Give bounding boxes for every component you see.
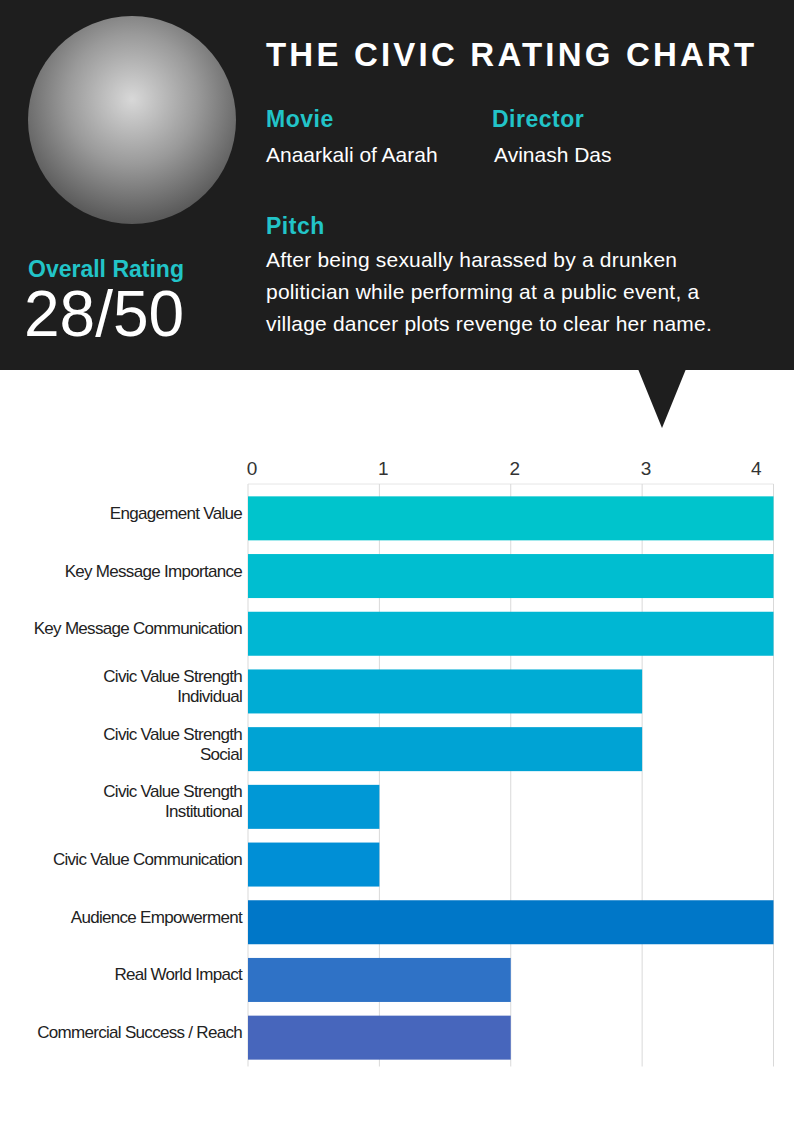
category-label: Audience Empowerment xyxy=(71,908,243,927)
bar xyxy=(248,554,774,598)
category-line: Key Message Communication xyxy=(34,619,243,638)
bar xyxy=(248,612,774,656)
director: Avinash Das xyxy=(494,143,612,167)
chart: 0 1 2 3 4 Engagement Value Key Message Importa… xyxy=(0,0,794,1123)
category-label: Commercial Success / Reach xyxy=(37,1023,242,1042)
pitch-label: Pitch xyxy=(266,213,325,240)
bar xyxy=(248,900,774,944)
pointer xyxy=(638,369,686,428)
bar xyxy=(248,958,511,1002)
bar xyxy=(248,669,642,713)
movie-label: Movie xyxy=(266,106,334,133)
header: THE CIVIC RATING CHART Movie Anaarkali of … xyxy=(0,0,794,370)
category-line: Commercial Success / Reach xyxy=(37,1023,242,1042)
tick-label: 3 xyxy=(641,458,652,479)
category-label: Key Message Communication xyxy=(34,619,243,638)
bar xyxy=(248,843,379,887)
tick-label: 0 xyxy=(247,458,258,479)
category-label: Key Message Importance xyxy=(65,562,243,581)
tick-label: 2 xyxy=(509,458,520,479)
category-label: Civic Value StrengthSocial xyxy=(103,725,242,764)
category-label: Civic Value StrengthInstitutional xyxy=(103,782,242,821)
category-line: Engagement Value xyxy=(110,504,242,523)
category-line: Civic Value Strength xyxy=(103,667,242,686)
category-label: Engagement Value xyxy=(110,504,242,523)
category-line: Civic Value Strength xyxy=(103,725,242,744)
poster xyxy=(28,16,236,224)
category-line: Social xyxy=(200,745,242,764)
overall-rating: 28/50 xyxy=(24,278,184,350)
bar xyxy=(248,496,774,540)
category-line: Institutional xyxy=(165,802,242,821)
tick-label: 4 xyxy=(751,458,762,479)
category-line: Audience Empowerment xyxy=(71,908,243,927)
pitch: After being sexually harassed by a drunk… xyxy=(266,244,766,340)
category-line: Civic Value Communication xyxy=(53,850,242,869)
bars xyxy=(248,496,774,1059)
category-line: Individual xyxy=(177,687,242,706)
title: THE CIVIC RATING CHART xyxy=(266,36,757,74)
category-label: Real World Impact xyxy=(114,965,243,984)
bar xyxy=(248,785,379,829)
category-label: Civic Value StrengthIndividual xyxy=(103,667,242,706)
category-line: Real World Impact xyxy=(114,965,243,984)
movie: Anaarkali of Aarah xyxy=(266,143,438,167)
category-line: Civic Value Strength xyxy=(103,782,242,801)
category-line: Key Message Importance xyxy=(65,562,243,581)
tick-label: 1 xyxy=(378,458,389,479)
category-label: Civic Value Communication xyxy=(53,850,242,869)
director-label: Director xyxy=(492,106,584,133)
bar xyxy=(248,1016,511,1060)
bar xyxy=(248,727,642,771)
